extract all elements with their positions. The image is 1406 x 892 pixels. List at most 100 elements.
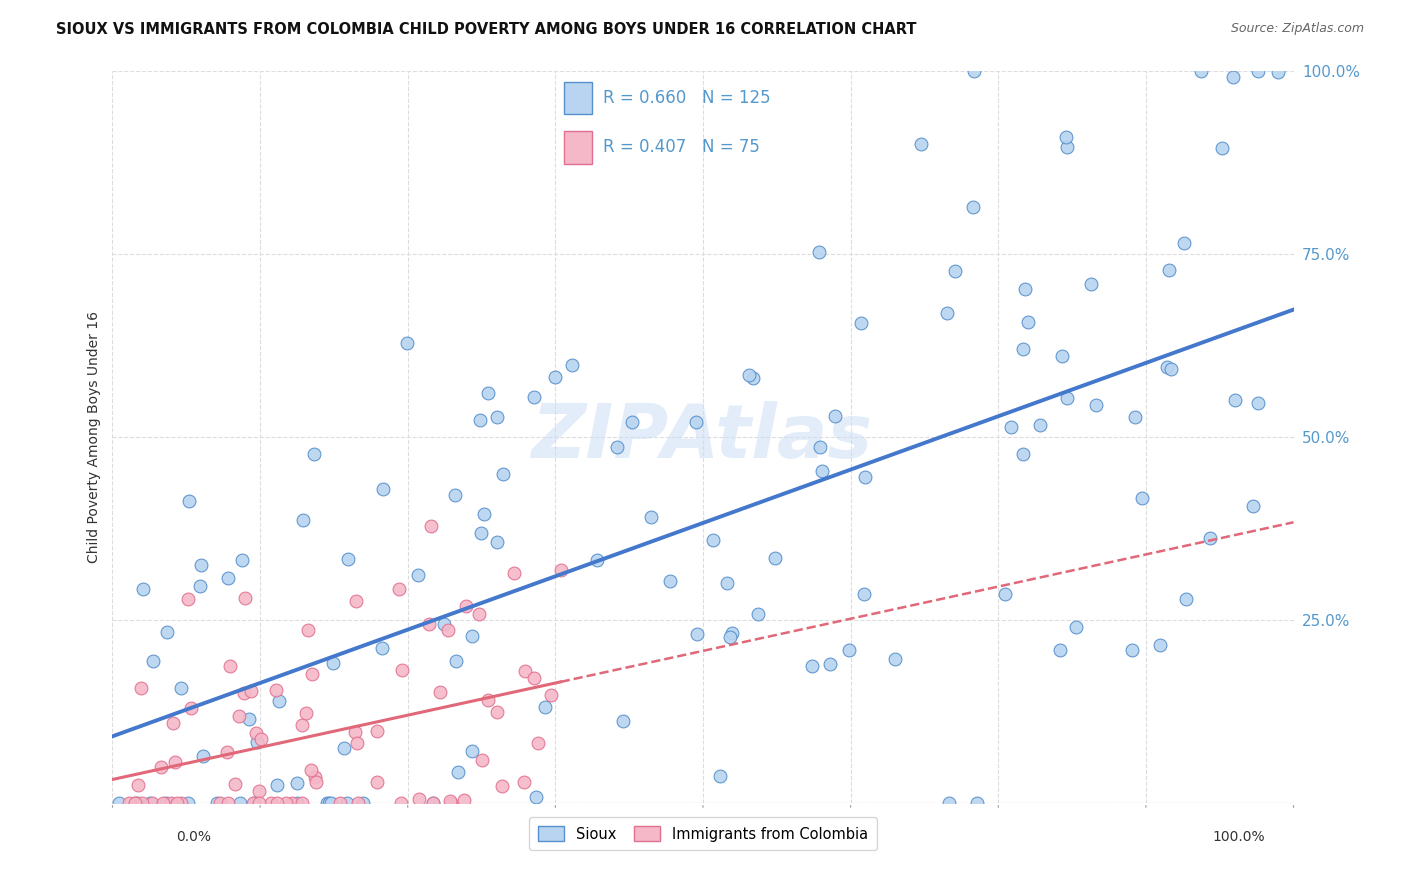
Point: [1056, 391, 1078, 405]
Point: [370, 641, 392, 656]
Point: [943, 263, 966, 277]
Point: [1017, 315, 1039, 329]
Point: [205, 796, 228, 810]
Point: [219, 659, 242, 673]
Point: [344, 593, 367, 607]
Point: [1225, 392, 1247, 407]
Point: [420, 519, 443, 533]
Point: [686, 627, 709, 641]
Point: [124, 796, 146, 810]
Point: [1199, 532, 1222, 546]
Point: [295, 706, 318, 720]
Point: [422, 796, 444, 810]
Point: [938, 796, 960, 810]
Point: [456, 599, 478, 614]
Point: [801, 659, 824, 673]
Point: [389, 796, 412, 810]
Point: [453, 793, 475, 807]
Point: [963, 64, 986, 78]
Point: [808, 441, 831, 455]
Point: [1173, 236, 1195, 251]
Point: [127, 778, 149, 792]
Point: [721, 625, 744, 640]
Point: [471, 753, 494, 767]
Point: [436, 623, 458, 637]
Point: [155, 796, 177, 810]
Point: [170, 796, 193, 810]
Point: [240, 684, 263, 698]
Point: [477, 386, 499, 401]
Point: [884, 652, 907, 666]
Point: [318, 796, 340, 810]
Point: [108, 796, 131, 810]
Text: ZIPAtlas: ZIPAtlas: [533, 401, 873, 474]
Point: [129, 681, 152, 695]
Point: [242, 796, 264, 810]
Point: [640, 510, 662, 524]
Point: [231, 552, 253, 566]
Point: [718, 631, 741, 645]
Point: [245, 725, 267, 739]
Point: [260, 796, 283, 810]
Point: [936, 306, 959, 320]
Point: [470, 526, 492, 541]
Point: [526, 736, 548, 750]
Point: [291, 513, 314, 527]
Point: [747, 607, 769, 621]
Point: [446, 655, 468, 669]
Point: [524, 789, 547, 804]
Point: [1012, 342, 1035, 356]
Point: [180, 700, 202, 714]
Point: [217, 796, 239, 810]
Point: [304, 770, 326, 784]
Point: [1125, 409, 1147, 424]
Point: [838, 643, 860, 657]
Point: [422, 796, 444, 810]
Bar: [564, 81, 592, 114]
Point: [1014, 282, 1036, 296]
Point: [395, 336, 418, 351]
Point: [716, 575, 738, 590]
Point: [1056, 140, 1078, 154]
Point: [235, 591, 257, 606]
Point: [281, 796, 304, 810]
Point: [485, 535, 508, 549]
Point: [229, 796, 252, 810]
Point: [138, 796, 160, 810]
Point: [156, 624, 179, 639]
Point: [1050, 349, 1073, 363]
Point: [1189, 64, 1212, 78]
Point: [606, 440, 628, 454]
Point: [266, 796, 288, 810]
Point: [1064, 619, 1087, 633]
Point: [763, 551, 786, 566]
Point: [291, 718, 314, 732]
Point: [486, 705, 509, 719]
Point: [305, 775, 328, 789]
Point: [1049, 642, 1071, 657]
Point: [513, 775, 536, 789]
Point: [439, 795, 461, 809]
Point: [352, 796, 374, 810]
Point: [534, 700, 557, 714]
Point: [429, 685, 451, 699]
Point: [560, 358, 582, 372]
Point: [336, 796, 359, 810]
Point: [1000, 420, 1022, 434]
Point: [540, 688, 562, 702]
Point: [485, 409, 508, 424]
Point: [247, 784, 270, 798]
Point: [440, 796, 463, 810]
Point: [179, 494, 201, 508]
Point: [468, 607, 491, 621]
Point: [266, 778, 288, 792]
Text: 100.0%: 100.0%: [1213, 830, 1265, 844]
Point: [301, 667, 323, 681]
Point: [1080, 277, 1102, 291]
Point: [523, 671, 546, 685]
Point: [433, 616, 456, 631]
Point: [190, 558, 212, 572]
Point: [1241, 499, 1264, 513]
Point: [177, 592, 200, 607]
Point: [247, 796, 270, 810]
